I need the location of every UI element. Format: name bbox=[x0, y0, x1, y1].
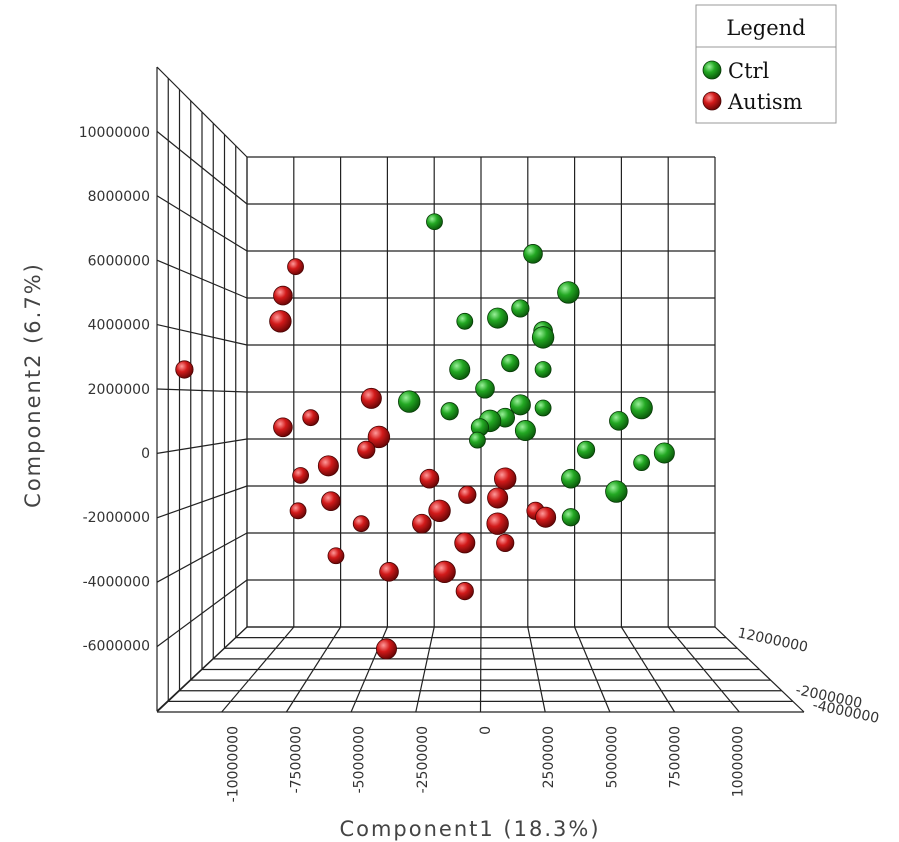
point-ctrl bbox=[534, 361, 552, 378]
point-ctrl bbox=[561, 508, 580, 527]
chart-grid bbox=[156, 66, 805, 713]
point-ctrl bbox=[561, 468, 581, 489]
point-autism bbox=[175, 360, 194, 379]
point-ctrl bbox=[514, 420, 536, 442]
x-tick-label: -2500000 bbox=[415, 726, 431, 793]
side-grid-line bbox=[156, 579, 248, 648]
z-tick-label: 12000000 bbox=[736, 625, 809, 655]
side-grid-line bbox=[156, 485, 248, 519]
point-ctrl bbox=[509, 394, 531, 416]
point-ctrl bbox=[653, 442, 675, 464]
point-autism bbox=[273, 417, 293, 438]
x-tick-label: -10000000 bbox=[225, 726, 241, 802]
x-tick-label: 5000000 bbox=[604, 726, 620, 788]
point-autism bbox=[327, 547, 345, 565]
point-autism bbox=[357, 440, 376, 459]
point-autism bbox=[321, 491, 341, 511]
legend-label-autism: Autism bbox=[727, 90, 803, 114]
point-autism bbox=[419, 468, 440, 489]
x-axis-title: Component1 (18.3%) bbox=[339, 817, 600, 841]
point-autism bbox=[412, 513, 432, 534]
side-grid-line bbox=[156, 324, 248, 346]
y-tick-label: 10000000 bbox=[79, 125, 150, 141]
point-ctrl bbox=[630, 396, 653, 420]
axis-tick-labels: 10000000 8000000 6000000 4000000 2000000 0 -20… bbox=[79, 125, 881, 803]
point-ctrl bbox=[440, 402, 459, 421]
point-autism bbox=[428, 499, 451, 523]
y-tick-label: 4000000 bbox=[88, 318, 150, 334]
point-ctrl bbox=[531, 326, 555, 349]
point-ctrl bbox=[557, 281, 580, 304]
x-tick-label: -5000000 bbox=[352, 726, 368, 793]
point-autism bbox=[287, 258, 304, 276]
y-tick-label: -6000000 bbox=[83, 639, 150, 655]
point-autism bbox=[292, 467, 310, 484]
point-autism bbox=[379, 562, 399, 582]
y-tick-label: 6000000 bbox=[88, 253, 150, 269]
legend: Legend Ctrl Autism bbox=[695, 4, 837, 124]
point-autism bbox=[494, 467, 517, 490]
point-autism bbox=[487, 487, 509, 509]
point-autism bbox=[269, 310, 292, 333]
point-autism bbox=[486, 512, 509, 535]
x-tick-label: 0 bbox=[478, 726, 494, 735]
y-tick-label: -4000000 bbox=[83, 574, 150, 590]
point-autism bbox=[360, 387, 382, 409]
x-tick-label: 2500000 bbox=[541, 726, 557, 788]
side-grid-line bbox=[156, 388, 248, 393]
legend-marker-ctrl bbox=[702, 60, 722, 80]
point-ctrl bbox=[576, 440, 596, 459]
point-ctrl bbox=[398, 390, 421, 413]
side-grid-line bbox=[156, 259, 248, 299]
point-autism bbox=[454, 532, 476, 554]
point-autism bbox=[302, 409, 320, 427]
y-tick-label: 2000000 bbox=[88, 382, 150, 398]
point-autism bbox=[273, 285, 293, 306]
x-tick-label: -7500000 bbox=[289, 726, 305, 793]
point-ctrl bbox=[523, 244, 543, 264]
point-autism bbox=[375, 638, 397, 660]
point-ctrl bbox=[511, 299, 530, 318]
point-autism bbox=[458, 485, 477, 504]
point-ctrl bbox=[487, 307, 509, 329]
point-ctrl bbox=[633, 454, 651, 472]
point-autism bbox=[317, 455, 339, 477]
point-autism bbox=[535, 506, 557, 528]
point-ctrl bbox=[469, 431, 486, 449]
point-autism bbox=[455, 582, 474, 601]
point-ctrl bbox=[605, 480, 628, 503]
side-grid-line bbox=[156, 130, 248, 205]
legend-label-ctrl: Ctrl bbox=[728, 59, 770, 83]
point-ctrl bbox=[475, 378, 495, 399]
point-ctrl bbox=[426, 213, 443, 231]
point-ctrl bbox=[456, 312, 474, 330]
y-tick-label: -2000000 bbox=[83, 510, 150, 526]
x-tick-label: 7500000 bbox=[667, 726, 683, 788]
side-grid-line bbox=[156, 66, 248, 158]
point-autism bbox=[433, 560, 456, 584]
point-autism bbox=[367, 425, 391, 449]
scatter-points bbox=[175, 213, 675, 660]
legend-marker-autism bbox=[702, 91, 722, 111]
point-autism bbox=[352, 515, 370, 533]
y-tick-label: 8000000 bbox=[88, 189, 150, 205]
point-ctrl bbox=[449, 358, 471, 380]
point-ctrl bbox=[501, 353, 520, 373]
y-tick-label: 0 bbox=[141, 446, 150, 462]
point-ctrl bbox=[534, 399, 552, 417]
legend-title: Legend bbox=[726, 16, 805, 40]
point-ctrl bbox=[609, 411, 629, 431]
point-autism bbox=[289, 502, 307, 520]
y-axis-title: Component2 (6.7%) bbox=[21, 262, 45, 508]
side-grid-line bbox=[156, 438, 248, 454]
side-grid-line bbox=[156, 195, 248, 252]
side-grid-line bbox=[156, 532, 248, 583]
point-autism bbox=[496, 533, 515, 553]
x-tick-label: 10000000 bbox=[731, 726, 747, 797]
